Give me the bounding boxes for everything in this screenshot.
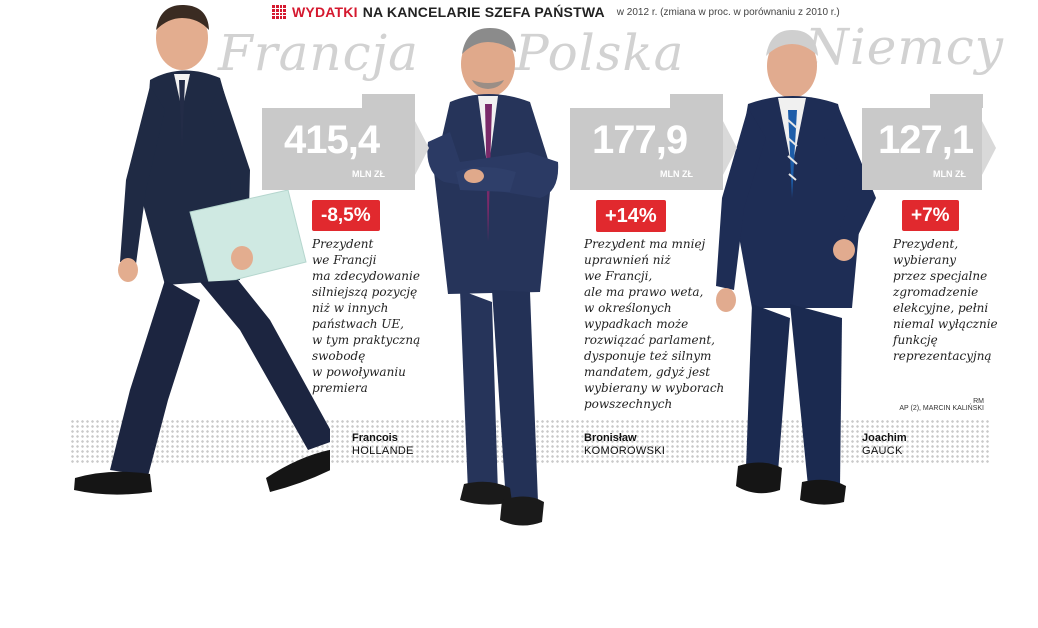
header-subtitle: w 2012 r. (zmiana w proc. w porównaniu z…	[616, 6, 840, 18]
hollande-photo	[70, 0, 330, 500]
credits: RM AP (2), MARCIN KALIŃSKI	[860, 398, 984, 412]
infographic-header: WYDATKI NA KANCELARIE SZEFA PAŃSTWA w 20…	[272, 3, 840, 21]
header-title: NA KANCELARIE SZEFA PAŃSTWA	[362, 4, 605, 20]
person-first-komorowski: Bronisław	[584, 432, 637, 444]
country-name-germany: Niemcy	[805, 18, 1004, 76]
komorowski-photo	[420, 22, 590, 532]
person-last-hollande: HOLLANDE	[352, 445, 414, 457]
change-badge-france: -8,5%	[312, 200, 380, 231]
value-poland: 177,9	[592, 118, 688, 162]
description-germany: Prezydent, wybierany przez specjalne zgr…	[893, 237, 998, 363]
value-box-poland: 177,9 MLN ZŁ	[570, 94, 737, 190]
value-box-germany: 127,1 MLN ZŁ	[862, 94, 996, 190]
person-first-gauck: Joachim	[862, 432, 907, 444]
change-badge-poland: +14%	[596, 200, 666, 232]
gauck-photo	[712, 28, 892, 508]
credit-author: RM	[973, 398, 984, 405]
description-poland: Prezydent ma mniej uprawnień niż we Fran…	[584, 237, 725, 411]
person-name-gauck: Joachim GAUCK	[862, 432, 907, 458]
country-name-poland: Polska	[515, 24, 685, 82]
country-name-france: Francja	[218, 24, 419, 82]
value-germany: 127,1	[878, 118, 974, 162]
credit-photo: AP (2), MARCIN KALIŃSKI	[899, 405, 984, 412]
person-first-hollande: Francois	[352, 432, 398, 444]
value-box-france: 415,4 MLN ZŁ	[262, 94, 429, 190]
person-name-hollande: Francois HOLLANDE	[352, 432, 414, 458]
person-last-gauck: GAUCK	[862, 445, 903, 457]
change-badge-germany: +7%	[902, 200, 959, 231]
person-last-komorowski: KOMOROWSKI	[584, 445, 666, 457]
value-france: 415,4	[284, 118, 380, 162]
grid-icon	[272, 5, 286, 19]
unit-germany: MLN ZŁ	[933, 169, 966, 179]
header-accent: WYDATKI	[292, 4, 358, 20]
person-name-komorowski: Bronisław KOMOROWSKI	[584, 432, 665, 458]
unit-france: MLN ZŁ	[352, 169, 385, 179]
unit-poland: MLN ZŁ	[660, 169, 693, 179]
description-france: Prezydent we Francji ma zdecydowanie sil…	[312, 237, 421, 395]
